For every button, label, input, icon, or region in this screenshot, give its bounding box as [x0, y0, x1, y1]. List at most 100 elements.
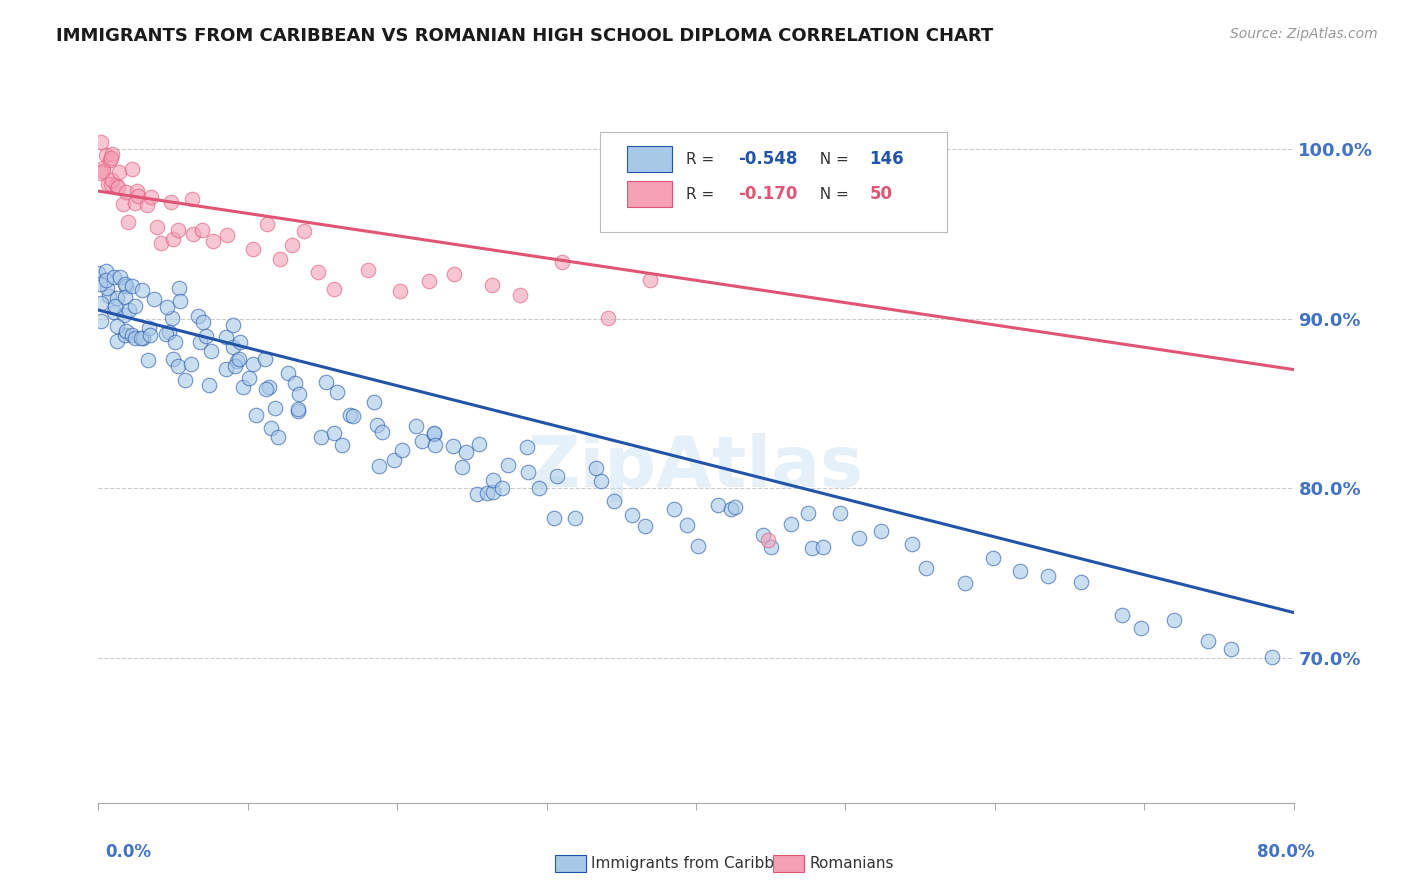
Point [117, 214, 139, 228]
Point [596, 310, 619, 325]
Point [245, 409, 267, 423]
Point [103, 305, 125, 319]
Point [468, 437, 491, 451]
Point [165, 334, 187, 349]
Point [546, 468, 568, 483]
Point [269, 252, 291, 266]
Point [121, 278, 143, 293]
Point [516, 440, 538, 454]
Point [363, 395, 385, 409]
Point [181, 227, 204, 241]
FancyBboxPatch shape [600, 132, 948, 232]
Point [169, 294, 191, 309]
Point [450, 459, 472, 474]
Point [162, 311, 184, 326]
Point [112, 197, 135, 211]
Point [187, 309, 209, 323]
Point [138, 320, 160, 334]
Text: -0.170: -0.170 [738, 186, 797, 203]
Point [813, 540, 835, 554]
Point [114, 290, 136, 304]
Point [96, 264, 118, 278]
Point [638, 273, 661, 287]
Point [105, 318, 128, 333]
Point [162, 232, 184, 246]
Point [118, 303, 141, 318]
Point [602, 494, 624, 508]
Point [94, 147, 117, 161]
Point [124, 331, 146, 345]
Point [107, 179, 129, 194]
Point [720, 502, 742, 516]
Point [121, 161, 143, 176]
Point [112, 308, 135, 322]
Point [634, 519, 657, 533]
Point [423, 425, 446, 440]
Point [441, 439, 464, 453]
Text: Immigrants from Caribbean: Immigrants from Caribbean [591, 856, 803, 871]
Point [129, 331, 152, 345]
Point [191, 222, 214, 236]
Point [100, 177, 122, 191]
Point [391, 442, 413, 457]
Point [848, 531, 870, 545]
Text: R =: R = [686, 152, 720, 167]
Point [309, 430, 332, 444]
Point [91, 161, 114, 176]
Point [1008, 565, 1031, 579]
Point [256, 217, 278, 231]
Point [517, 465, 540, 479]
Point [127, 184, 149, 198]
Point [425, 438, 447, 452]
Point [141, 189, 163, 203]
Text: Source: ZipAtlas.com: Source: ZipAtlas.com [1230, 27, 1378, 41]
Point [215, 330, 238, 344]
Point [675, 518, 697, 533]
Point [114, 185, 136, 199]
Point [110, 270, 132, 285]
Text: ZipAtlas: ZipAtlas [529, 433, 863, 502]
Point [135, 198, 157, 212]
Point [482, 473, 505, 487]
Point [143, 292, 166, 306]
Point [388, 284, 411, 298]
Point [174, 373, 197, 387]
Point [465, 486, 488, 500]
Point [139, 327, 162, 342]
Point [724, 500, 747, 514]
Point [96, 273, 118, 287]
Point [108, 165, 131, 179]
Point [224, 359, 246, 373]
Point [443, 267, 465, 281]
Point [101, 147, 124, 161]
Point [405, 418, 427, 433]
Point [1036, 569, 1059, 583]
Point [418, 274, 440, 288]
Point [953, 575, 976, 590]
Point [366, 417, 388, 432]
Point [104, 178, 127, 193]
Point [90, 314, 112, 328]
Point [339, 408, 361, 422]
Point [157, 325, 180, 339]
Point [564, 511, 586, 525]
Point [621, 508, 644, 522]
Point [915, 561, 938, 575]
Text: N =: N = [810, 186, 853, 202]
Point [228, 351, 250, 366]
Point [761, 540, 783, 554]
Point [191, 315, 214, 329]
Point [114, 327, 136, 342]
Point [284, 376, 307, 391]
Point [330, 438, 353, 452]
Point [551, 255, 574, 269]
Point [323, 426, 346, 441]
Point [136, 353, 159, 368]
Point [529, 481, 551, 495]
Point [180, 192, 202, 206]
Point [801, 541, 824, 555]
Point [86, 266, 108, 280]
Point [796, 506, 818, 520]
Point [260, 421, 283, 435]
Point [509, 288, 531, 302]
